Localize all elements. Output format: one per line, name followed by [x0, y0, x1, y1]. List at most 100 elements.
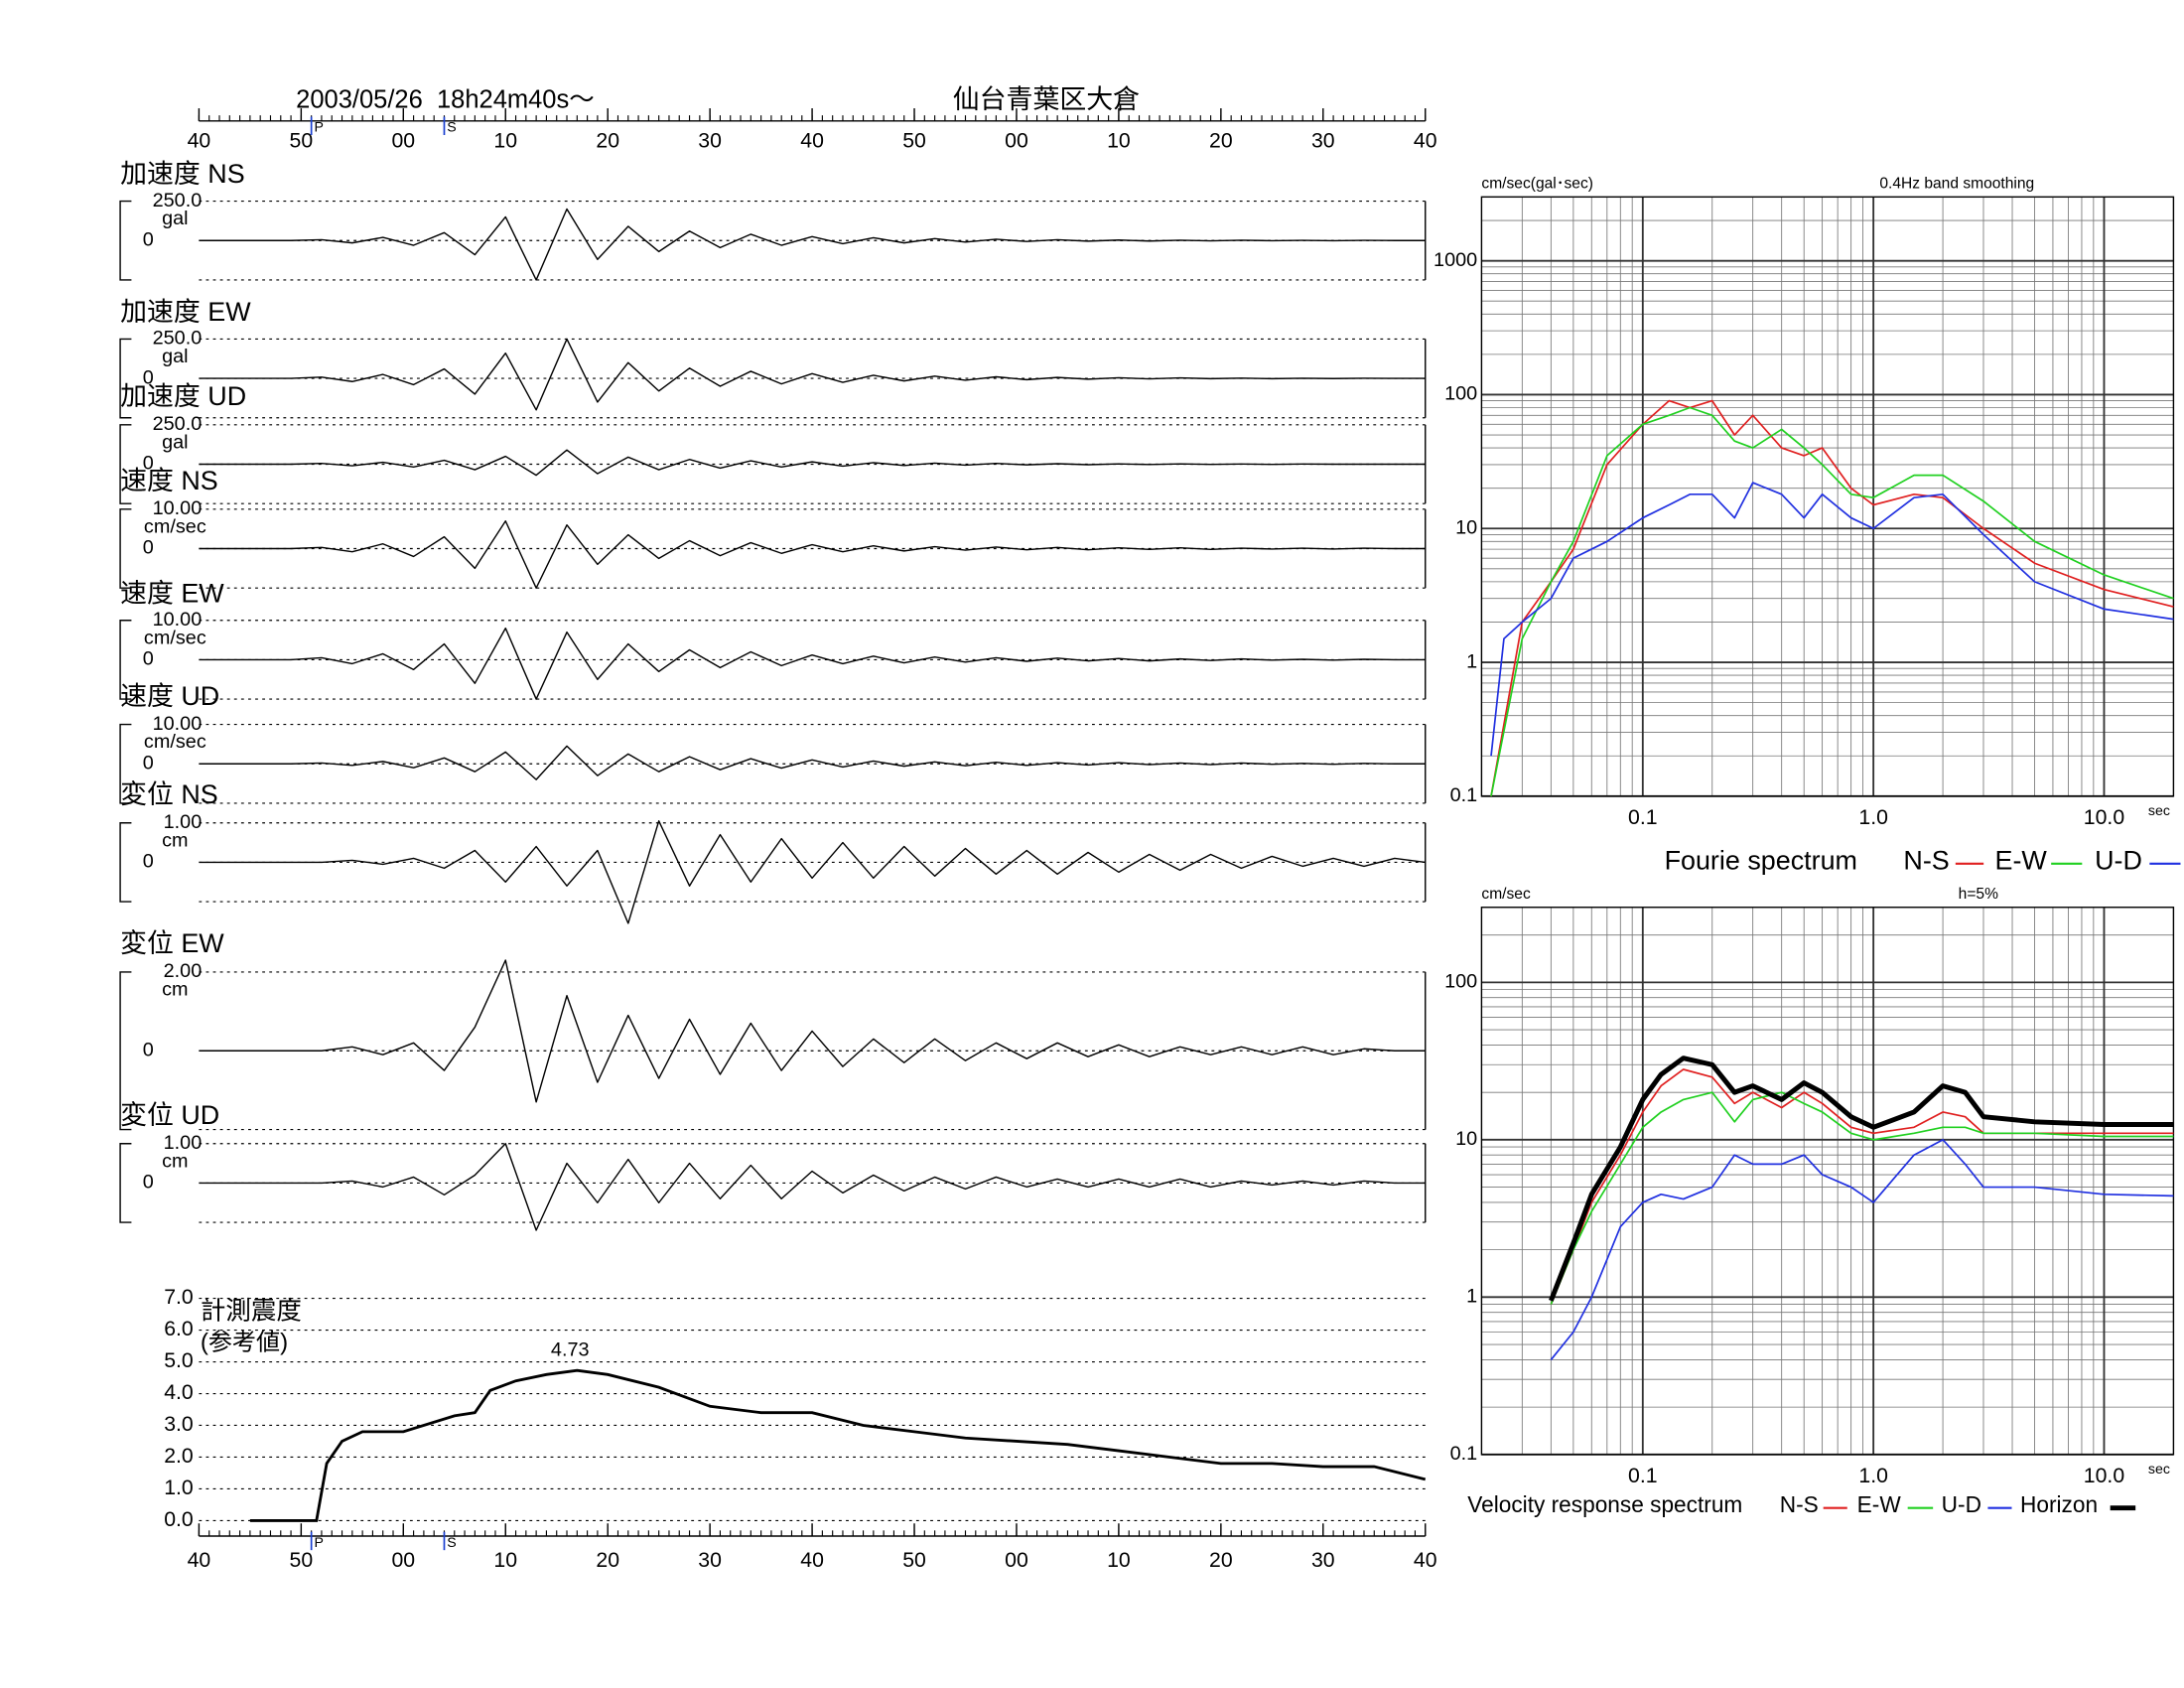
- waveform: [199, 627, 1426, 700]
- chart-subtitle: 0.4Hz band smoothing: [1879, 176, 2034, 193]
- panel-bracket: [119, 200, 132, 281]
- chart-subtitle: h=5%: [1959, 886, 1998, 903]
- legend-label: Horizon: [2020, 1491, 2098, 1517]
- panel-bracket: [119, 971, 132, 1131]
- chart-subtitle: (参考値): [201, 1329, 288, 1355]
- x-tick-label: 10: [1107, 129, 1131, 153]
- trace-title: 加速度 EW: [120, 297, 251, 327]
- trace-title: 加速度 UD: [120, 381, 246, 411]
- y-tick-label: 10.00: [153, 497, 203, 519]
- y-tick-label: 0: [143, 366, 154, 388]
- x-tick-label: 20: [596, 129, 619, 153]
- x-tick-label: 0.1: [1628, 1464, 1658, 1487]
- panel-bracket: [119, 338, 132, 419]
- spectrum-line: [1550, 1139, 2174, 1360]
- unit-label: cm/sec: [144, 515, 206, 537]
- y-tick-label: 10.00: [153, 609, 203, 631]
- x-tick-label: 40: [1414, 129, 1437, 153]
- x-tick-label: 30: [1311, 1548, 1335, 1572]
- unit-label: cm/sec: [144, 627, 206, 648]
- spectrum-line: [1490, 482, 2174, 757]
- x-tick-label: 40: [188, 129, 211, 153]
- legend-label: E-W: [1857, 1491, 1902, 1517]
- plot-frame: [1480, 196, 2175, 797]
- y-tick-label: 1: [1466, 650, 1477, 672]
- panel-bracket: [119, 723, 132, 804]
- y-tick-label: 0.1: [1450, 1443, 1478, 1465]
- y-tick-label: 10.00: [153, 713, 203, 735]
- peak-label: 4.73: [551, 1339, 590, 1361]
- trace-title: 変位 UD: [120, 1100, 219, 1130]
- panel-bracket: [119, 424, 132, 504]
- y-tick-label: 10: [1455, 516, 1477, 538]
- y-tick-label: 250.0: [153, 413, 203, 435]
- x-tick-label: 20: [1209, 129, 1233, 153]
- x-tick-label: 50: [902, 1548, 926, 1572]
- y-axis-label: cm/sec(gal･sec): [1481, 176, 1593, 193]
- x-tick-label: 30: [698, 1548, 722, 1572]
- y-tick-label: 7.0: [164, 1285, 194, 1309]
- y-tick-label: 250.0: [153, 190, 203, 211]
- x-tick-label: 0.1: [1628, 805, 1658, 829]
- unit-label: cm/sec: [144, 731, 206, 753]
- y-tick-label: 0: [143, 453, 154, 475]
- y-tick-label: 6.0: [164, 1317, 194, 1340]
- x-axis-label: sec: [2148, 803, 2170, 819]
- y-tick-label: 1.00: [164, 811, 203, 833]
- y-tick-label: 0: [143, 851, 154, 873]
- trace-title: 変位 EW: [120, 928, 224, 958]
- x-tick-label: 50: [902, 129, 926, 153]
- y-tick-label: 10: [1455, 1128, 1477, 1150]
- trace-title: 速度 NS: [120, 466, 218, 495]
- legend-label: U-D: [1942, 1491, 1981, 1517]
- panel-bracket: [119, 1143, 132, 1223]
- y-tick-label: 100: [1444, 971, 1477, 993]
- x-tick-label: 20: [596, 1548, 619, 1572]
- y-tick-label: 4.0: [164, 1380, 194, 1404]
- x-tick-label: 10: [493, 129, 517, 153]
- waveform: [199, 820, 1426, 924]
- waveform: [199, 745, 1426, 780]
- x-tick-label: 50: [290, 1548, 314, 1572]
- phase-label: P: [314, 1535, 323, 1551]
- panel-bracket: [119, 620, 132, 700]
- legend-title: Velocity response spectrum: [1467, 1491, 1742, 1517]
- trace-title: 速度 UD: [120, 681, 219, 711]
- y-tick-label: 0: [143, 1172, 154, 1194]
- unit-label: cm: [162, 1150, 188, 1172]
- x-tick-label: 00: [1005, 1548, 1028, 1572]
- y-tick-label: 1.0: [164, 1476, 194, 1499]
- y-tick-label: 0: [143, 648, 154, 670]
- unit-label: gal: [162, 346, 188, 367]
- trace-title: 加速度 NS: [120, 159, 245, 189]
- panel-bracket: [119, 508, 132, 589]
- panel-bracket: [119, 822, 132, 903]
- header-station: 仙台青葉区大倉: [953, 84, 1140, 114]
- legend-label: U-D: [2095, 846, 2142, 876]
- x-axis-label: sec: [2148, 1462, 2170, 1477]
- y-tick-label: 5.0: [164, 1348, 194, 1372]
- chart-title: 計測震度: [201, 1297, 302, 1325]
- legend-label: N-S: [1903, 846, 1949, 876]
- phase-label: S: [447, 120, 456, 136]
- y-tick-label: 100: [1444, 383, 1477, 405]
- waveform: [199, 520, 1426, 589]
- spectrum-line: [1550, 1068, 2174, 1305]
- x-tick-label: 10: [1107, 1548, 1131, 1572]
- y-tick-label: 1: [1466, 1286, 1477, 1308]
- unit-label: gal: [162, 431, 188, 453]
- waveform: [199, 1143, 1426, 1231]
- y-tick-label: 0: [143, 752, 154, 774]
- unit-label: gal: [162, 208, 188, 229]
- x-tick-label: 1.0: [1858, 805, 1888, 829]
- waveform: [199, 449, 1426, 477]
- x-tick-label: 40: [1414, 1548, 1437, 1572]
- waveform: [199, 208, 1426, 281]
- x-tick-label: 10.0: [2084, 805, 2124, 829]
- y-tick-label: 0.1: [1450, 784, 1478, 806]
- x-tick-label: 00: [391, 1548, 415, 1572]
- y-tick-label: 1.00: [164, 1132, 203, 1154]
- y-axis-label: cm/sec: [1481, 886, 1531, 903]
- y-tick-label: 0.0: [164, 1507, 194, 1531]
